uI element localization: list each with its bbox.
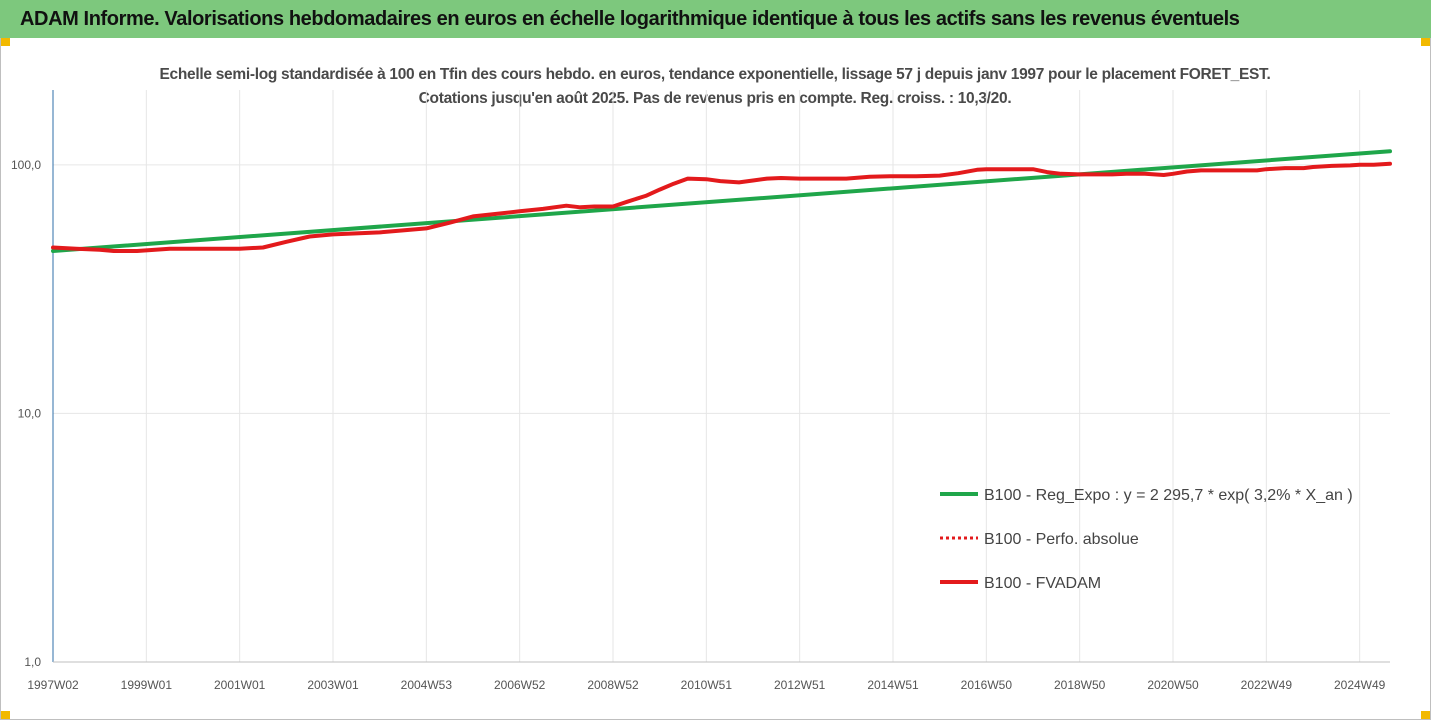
x-tick-label: 2024W49 xyxy=(1334,678,1386,692)
y-tick-label: 1,0 xyxy=(24,655,41,669)
legend-entry: B100 - Perfo. absolue xyxy=(984,531,1139,548)
chart-title: Echelle semi-log standardisée à 100 en T… xyxy=(159,66,1271,107)
x-tick-label: 2003W01 xyxy=(307,678,359,692)
series-line-2 xyxy=(51,161,1392,253)
x-tick-label: 2016W50 xyxy=(961,678,1013,692)
series-line-0 xyxy=(51,149,1392,253)
x-tick-label: 2012W51 xyxy=(774,678,826,692)
x-tick-label: 2008W52 xyxy=(587,678,639,692)
x-tick-label: 1997W02 xyxy=(27,678,79,692)
corner-marker-left xyxy=(0,38,10,46)
header-bar: ADAM Informe. Valorisations hebdomadaire… xyxy=(0,0,1431,38)
report-title: ADAM Informe. Valorisations hebdomadaire… xyxy=(20,8,1240,30)
y-tick-label: 100,0 xyxy=(11,158,41,172)
x-tick-label: 2006W52 xyxy=(494,678,546,692)
corner-marker-right xyxy=(1421,38,1431,46)
x-tick-label: 2020W50 xyxy=(1147,678,1199,692)
x-tick-label: 2018W50 xyxy=(1054,678,1106,692)
x-tick-label: 2010W51 xyxy=(681,678,733,692)
x-tick-label: 2022W49 xyxy=(1241,678,1293,692)
legend-entry: B100 - FVADAM xyxy=(984,575,1101,592)
x-tick-label: 2014W51 xyxy=(867,678,919,692)
x-tick-label: 2001W01 xyxy=(214,678,266,692)
x-tick-label: 1999W01 xyxy=(121,678,173,692)
corner-marker-bottom-left xyxy=(0,711,10,719)
legend-entry: B100 - Reg_Expo : y = 2 295,7 * exp( 3,2… xyxy=(984,487,1353,504)
y-tick-label: 10,0 xyxy=(18,406,42,420)
corner-marker-bottom-right xyxy=(1421,711,1431,719)
x-tick-label: 2004W53 xyxy=(401,678,453,692)
